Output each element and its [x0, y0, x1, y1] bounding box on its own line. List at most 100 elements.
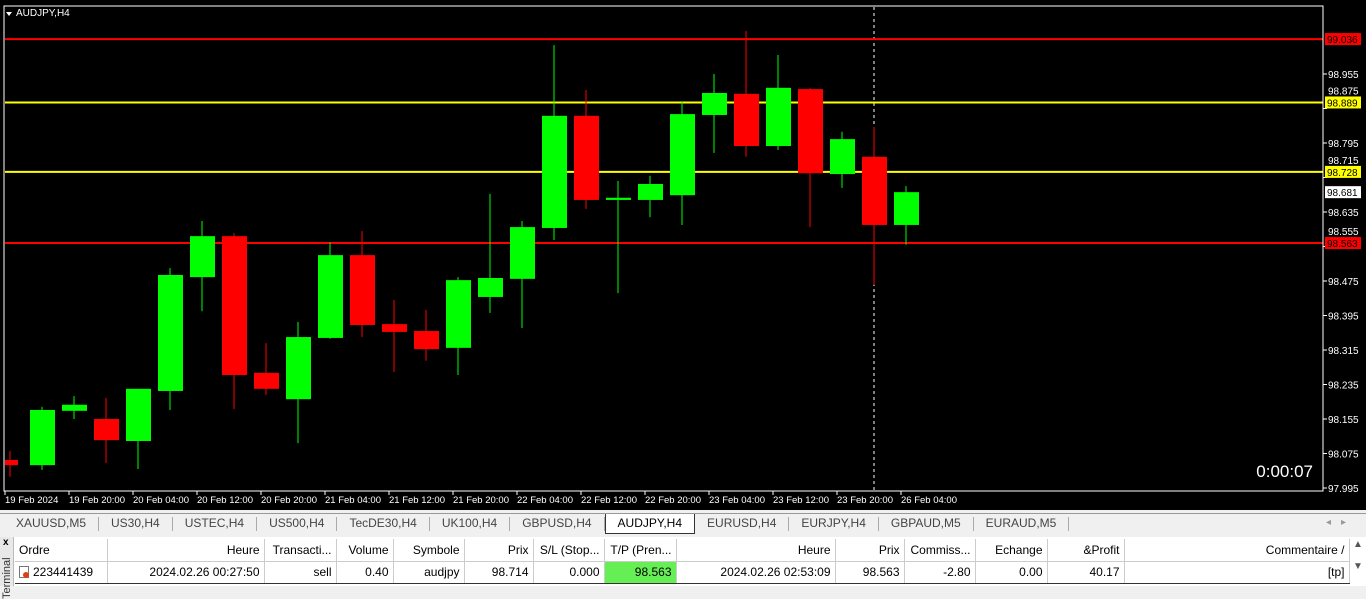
column-header[interactable]: Transacti... — [264, 539, 337, 562]
column-header[interactable]: Symbole — [393, 539, 465, 562]
x-tick-label: 22 Feb 04:00 — [517, 495, 573, 506]
symbol-label: AUDJPY,H4 — [16, 8, 70, 19]
tab-us500-h4[interactable]: US500,H4 — [257, 517, 338, 531]
terminal-side-bar: x Terminal — [0, 537, 14, 599]
terminal-label: Terminal — [1, 557, 13, 599]
cell-5: 98.714 — [464, 561, 534, 584]
candle — [382, 299, 407, 372]
x-tick-label: 20 Feb 20:00 — [261, 495, 317, 506]
level-price-label: 98.889 — [1327, 98, 1358, 109]
column-header[interactable]: Volume — [336, 539, 394, 562]
trade-history-table: Ordre Heure Transacti... Volume Symbole Prix S… — [15, 539, 1350, 584]
candle-body — [318, 255, 343, 338]
candle-body — [574, 115, 599, 200]
chart-title: AUDJPY,H4 — [6, 8, 70, 19]
candle — [574, 89, 599, 209]
x-tick-label: 19 Feb 2024 — [5, 495, 58, 506]
y-tick-label: 98.315 — [1328, 346, 1359, 357]
candle — [318, 242, 343, 339]
cell-13: [tp] — [1124, 561, 1350, 584]
candle-body — [606, 197, 631, 200]
candle-body — [30, 409, 55, 466]
y-tick-label: 98.475 — [1328, 277, 1359, 288]
candle — [606, 180, 631, 294]
tab-xauusd-m5[interactable]: XAUUSD,M5 — [4, 517, 100, 531]
candle — [542, 45, 567, 241]
level-price-tag — [1325, 96, 1361, 109]
tab-uk100-h4[interactable]: UK100,H4 — [430, 517, 511, 531]
y-tick-label: 98.795 — [1328, 139, 1359, 150]
candle — [94, 397, 119, 463]
tab-eurusd-h4[interactable]: EURUSD,H4 — [695, 517, 790, 531]
candle — [894, 186, 919, 245]
tab-us30-h4[interactable]: US30,H4 — [99, 517, 173, 531]
tab-eurjpy-h4[interactable]: EURJPY,H4 — [789, 517, 879, 531]
candle-body — [5, 459, 18, 466]
x-tick-label: 19 Feb 20:00 — [69, 495, 125, 506]
y-tick-label: 98.955 — [1328, 70, 1359, 81]
candle — [638, 175, 663, 218]
candle-body — [446, 280, 471, 348]
candle — [286, 321, 311, 444]
candle — [830, 131, 855, 188]
table-row[interactable]: 223441439 2024.02.26 00:27:50 sell 0.40 audj… — [15, 561, 1350, 584]
y-tick-label: 98.635 — [1328, 208, 1359, 219]
column-header[interactable]: T/P (Pren... — [604, 539, 677, 562]
candle — [702, 74, 727, 153]
candle-body — [382, 324, 407, 332]
candle — [5, 450, 18, 477]
column-header[interactable]: Prix — [835, 539, 905, 562]
chart-window[interactable]: 98.955 98.875 98.795 98.715 98.635 98.555 98.4… — [0, 0, 1366, 510]
candlestick-chart[interactable]: 98.955 98.875 98.795 98.715 98.635 98.555 98.4… — [0, 0, 1366, 510]
level-price-label: 99.036 — [1327, 35, 1358, 46]
tab-gbpaud-m5[interactable]: GBPAUD,M5 — [879, 517, 974, 531]
chart-tabs: XAUUSD,M5 US30,H4 USTEC,H4 US500,H4 TecDE30,… — [0, 513, 1366, 534]
column-header[interactable]: Commentaire / — [1124, 539, 1350, 562]
column-header[interactable]: Prix — [464, 539, 534, 562]
candle — [478, 193, 503, 313]
candle-body — [830, 139, 855, 175]
column-header[interactable]: Echange — [975, 539, 1048, 562]
tab-euraud-m5[interactable]: EURAUD,M5 — [974, 517, 1070, 531]
candle-body — [638, 183, 663, 200]
candle — [350, 230, 375, 338]
column-header[interactable]: S/L (Stop... — [533, 539, 605, 562]
column-header[interactable]: Heure — [107, 539, 265, 562]
y-tick-label: 98.395 — [1328, 312, 1359, 323]
x-tick-label: 23 Feb 04:00 — [709, 495, 765, 506]
candle — [766, 55, 791, 150]
candle — [734, 30, 759, 157]
candle — [190, 221, 215, 312]
order-id: 223441439 — [33, 565, 94, 579]
candle-body — [702, 92, 727, 115]
cell-11: 0.00 — [975, 561, 1048, 584]
candle-body — [478, 277, 503, 297]
candle-body — [510, 227, 535, 279]
tab-gbpusd-h4[interactable]: GBPUSD,H4 — [510, 517, 605, 531]
dropdown-triangle-icon[interactable] — [6, 11, 12, 16]
candle-body — [414, 331, 439, 350]
column-header[interactable]: Heure — [676, 539, 836, 562]
candle-body — [350, 255, 375, 325]
x-tick-label: 22 Feb 20:00 — [645, 495, 701, 506]
x-tick-label: 26 Feb 04:00 — [901, 495, 957, 506]
order-icon — [19, 566, 29, 578]
candle — [222, 233, 247, 410]
x-tick-label: 21 Feb 20:00 — [453, 495, 509, 506]
close-icon[interactable]: x — [3, 537, 9, 548]
tab-scroll-arrows-icon[interactable]: ◂▸ — [1325, 517, 1356, 528]
tab-tecde30-h4[interactable]: TecDE30,H4 — [337, 517, 430, 531]
tab-audjpy-h4[interactable]: AUDJPY,H4 — [604, 514, 696, 534]
bid-price-label: 98.681 — [1327, 188, 1358, 199]
candle — [158, 268, 183, 410]
terminal-panel: x Terminal Ordre Heure Transacti... Volume S… — [0, 537, 1366, 599]
column-header[interactable]: Commiss... — [904, 539, 976, 562]
column-header[interactable]: &Profit — [1047, 539, 1125, 562]
cell-7: 98.563 — [604, 561, 677, 584]
column-header[interactable]: Ordre — [15, 539, 108, 562]
candle-body — [670, 114, 695, 196]
tab-ustec-h4[interactable]: USTEC,H4 — [173, 517, 258, 531]
cell-4: audjpy — [393, 561, 465, 584]
vertical-scrollbar[interactable]: ▲ ▼ — [1353, 539, 1363, 572]
cell-2: sell — [264, 561, 337, 584]
